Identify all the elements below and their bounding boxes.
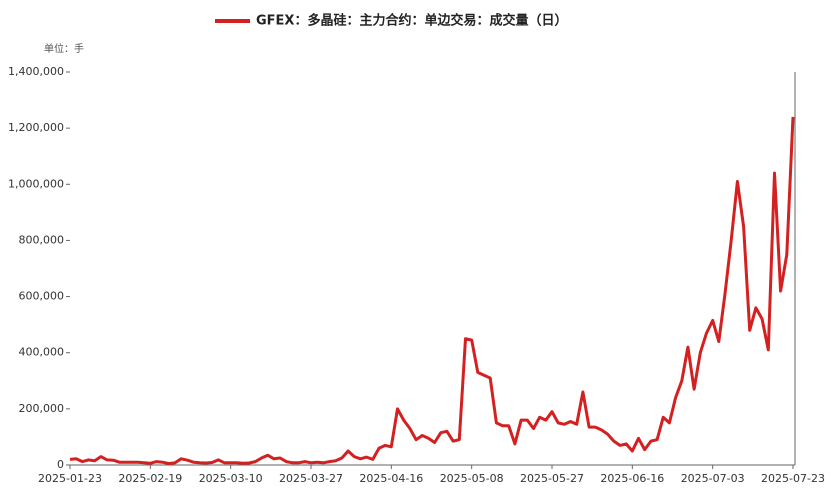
y-tick-label: 600,000	[19, 290, 65, 303]
y-tick-label: 0	[57, 458, 64, 471]
x-tick-label: 2025-04-16	[359, 472, 423, 485]
x-tick-label: 2025-02-19	[118, 472, 182, 485]
series-line	[69, 116, 795, 466]
y-tick-label: 800,000	[19, 233, 65, 246]
y-tick-label: 400,000	[19, 346, 65, 359]
y-tick-label: 200,000	[19, 402, 65, 415]
x-tick-label: 2025-06-16	[600, 472, 664, 485]
x-tick-label: 2025-05-08	[440, 472, 504, 485]
y-tick-label: 1,400,000	[8, 65, 64, 78]
x-tick-label: 2025-07-03	[681, 472, 745, 485]
x-tick-label: 2025-05-27	[520, 472, 584, 485]
x-tick-label: 2025-07-23	[761, 472, 825, 485]
x-tick-label: 2025-03-10	[199, 472, 263, 485]
y-tick-label: 1,000,000	[8, 177, 64, 190]
unit-label: 单位：手	[44, 42, 84, 55]
x-tick-label: 2025-03-27	[279, 472, 343, 485]
x-tick-label: 2025-01-23	[38, 472, 102, 485]
legend-label: GFEX：多晶硅：主力合约：单边交易：成交量（日）	[256, 13, 567, 29]
y-tick-label: 1,200,000	[8, 121, 64, 134]
